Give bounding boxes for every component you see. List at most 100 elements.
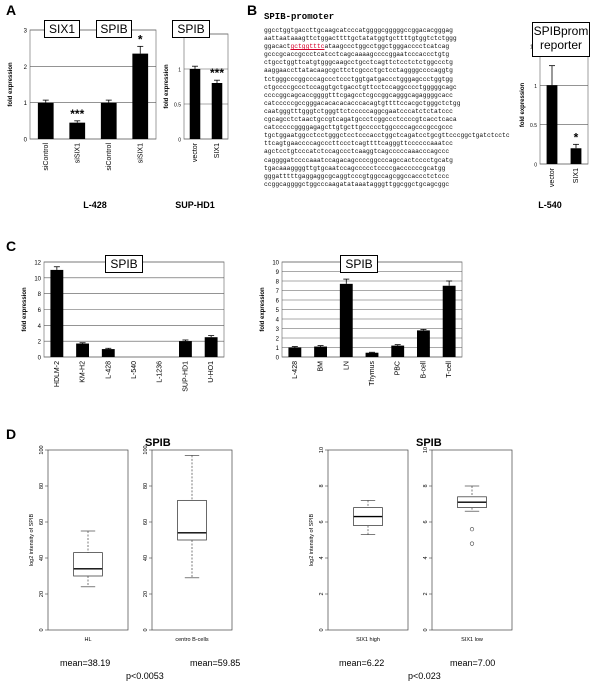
y-axis-label: fold expression [520, 82, 526, 127]
chart-c1-spib-cell-lines: 0 2 4 6 8 10 12 fold expression HDLM-2 KM-H2 L-428… [22, 261, 225, 392]
plot-frame [327, 449, 409, 631]
y-tick-label: 6 [319, 520, 325, 523]
y-axis-label: fold expression [22, 287, 28, 332]
y-tick-label: 100 [39, 445, 45, 454]
y-tick-label: 6 [423, 520, 429, 523]
bar-Thymus [365, 352, 379, 357]
panel-letter-c: C [6, 238, 17, 254]
x-category-label: T-cell [446, 361, 453, 378]
sequence-line: catcccccgccgggacacacacacccacagtgttttccac… [264, 99, 461, 107]
x-group-label: centro B-cells [175, 637, 209, 643]
y-tick-label: 100 [143, 445, 149, 454]
d1-title: SPIB [145, 437, 171, 449]
binding-site: gctggtttc [290, 43, 325, 51]
y-tick-label: 0 [24, 138, 28, 144]
box-iqr [73, 552, 103, 577]
bar-BM [314, 346, 327, 357]
bar-L-428 [288, 347, 302, 357]
x-category-label: vector [549, 167, 556, 187]
bar-PBC [391, 345, 405, 357]
x-category-label: siSIX1 [74, 143, 81, 163]
y-tick-label: 0.5 [530, 123, 537, 129]
sequence-line: ctgccccgccctccaggtgctgacctgttcctccaggccc… [264, 83, 457, 91]
y-tick-label: 0 [178, 138, 181, 144]
significance-marker: * [138, 32, 143, 46]
significance-marker: *** [210, 66, 224, 80]
y-axis-label: fold expression [164, 64, 170, 109]
y-tick-label: 10 [423, 447, 429, 453]
x-category-label: SUP-HD1 [182, 361, 189, 392]
outlier-point [469, 527, 475, 532]
y-tick-label: 8 [423, 484, 429, 487]
x-category-label: L-428 [292, 361, 299, 379]
y-tick-label: 40 [143, 555, 149, 561]
legend-box-spib: SPIB [96, 20, 132, 38]
legend-line-2: reporter [539, 38, 583, 52]
sequence-line: gcccgcaccgccctcatcctcagcaaaagccccggaatcc… [264, 51, 450, 59]
y-tick-label: 0 [319, 628, 325, 631]
significance-marker: *** [70, 107, 84, 121]
y-tick-label: 20 [39, 591, 45, 597]
bar-B-cell [417, 330, 430, 357]
x-category-label: SIX1 [214, 143, 221, 158]
sequence-line: tctgggcccggcccagccctccctggtgatgaccctggga… [264, 75, 453, 83]
sequence-line: tgctggaatggcctcctgggctcctcccacctggctcaga… [264, 132, 510, 140]
sequence-line: ccccggcagcaccggggtttcgagcctcgccggcagggca… [264, 91, 453, 99]
outlier-point [469, 541, 475, 546]
x-category-label: L-1236 [157, 361, 164, 383]
y-tick-label: 5 [276, 308, 280, 314]
panel-letter-b: B [247, 2, 258, 18]
bar-T-cell [442, 285, 456, 357]
x-category-label: L-540 [131, 361, 138, 379]
legend-box-spibprom-reporter: SPIBprom reporter [532, 22, 590, 57]
box-iqr [177, 499, 207, 541]
legend-box-spib-c1: SPIB [105, 255, 143, 273]
bar-siControl [100, 102, 117, 139]
y-tick-label: 1 [24, 101, 28, 107]
chart-d1-spib-boxplot-hl: 0 20 40 60 80 100 log2 intensity of SPIB HL 0 20 4… [29, 445, 233, 643]
y-tick-label: 0 [143, 628, 149, 631]
caption-l428: L-428 [83, 200, 107, 210]
y-tick-label: 2 [38, 340, 42, 346]
x-category-label: LN [343, 361, 350, 370]
plot-frame [431, 449, 513, 631]
y-tick-label: 4 [423, 556, 429, 559]
y-axis-label: fold expression [260, 287, 266, 332]
sequence-line: tgacaaaggggttgtgcaatccagccccctccccgacccc… [264, 164, 446, 172]
sequence-line: gggatttttgaggaggcgcaggtcccgtggccagcggcca… [264, 172, 450, 180]
bar-HDLM-2 [50, 269, 64, 357]
y-tick-label: 3 [24, 29, 28, 35]
bar-LN [339, 283, 353, 357]
legend-box-spib-c2: SPIB [340, 255, 378, 273]
x-category-label: siSIX1 [137, 143, 144, 163]
y-tick-label: 2 [24, 65, 28, 71]
y-tick-label: 0 [39, 628, 45, 631]
panel-letter-a: A [6, 2, 17, 18]
x-category-label: B-cell [420, 361, 427, 379]
bar-siSIX1 [69, 122, 86, 139]
y-tick-label: 0 [276, 356, 280, 362]
y-tick-label: 10 [272, 261, 279, 267]
x-group-label: HL [84, 637, 91, 643]
y-tick-label: 1 [534, 84, 537, 90]
x-category-label: SIX1 [573, 168, 580, 183]
sequence-line: ttcagtgaaccccagcccttccctcagttttcagggttcc… [264, 140, 453, 148]
sequence-line: catcccccggggagagcttgtgcttgccccctggccccag… [264, 124, 453, 132]
d2-mean-high: mean=6.22 [339, 658, 385, 668]
d2-title: SPIB [416, 437, 442, 449]
x-category-label: L-428 [105, 361, 112, 379]
y-tick-label: 80 [143, 483, 149, 489]
x-category-label: KM-H2 [80, 361, 87, 383]
chart-c2-spib-tissues: 0 1 2 3 4 5 6 7 8 9 10 fold expression L-428 BM LN Thym… [260, 261, 463, 386]
y-tick-label: 8 [276, 280, 280, 286]
sequence-line: ctgcctggttcatgtgggcaagcctgcctcagttctcctc… [264, 59, 453, 67]
panel-letter-d: D [6, 426, 17, 442]
d2-pvalue: p<0.023 [408, 671, 441, 681]
y-tick-label: 6 [38, 308, 42, 314]
legend-box-spib-a2: SPIB [172, 20, 210, 38]
y-axis-label: fold expression [8, 62, 14, 107]
y-tick-label: 60 [39, 519, 45, 525]
y-tick-label: 2 [276, 337, 280, 343]
